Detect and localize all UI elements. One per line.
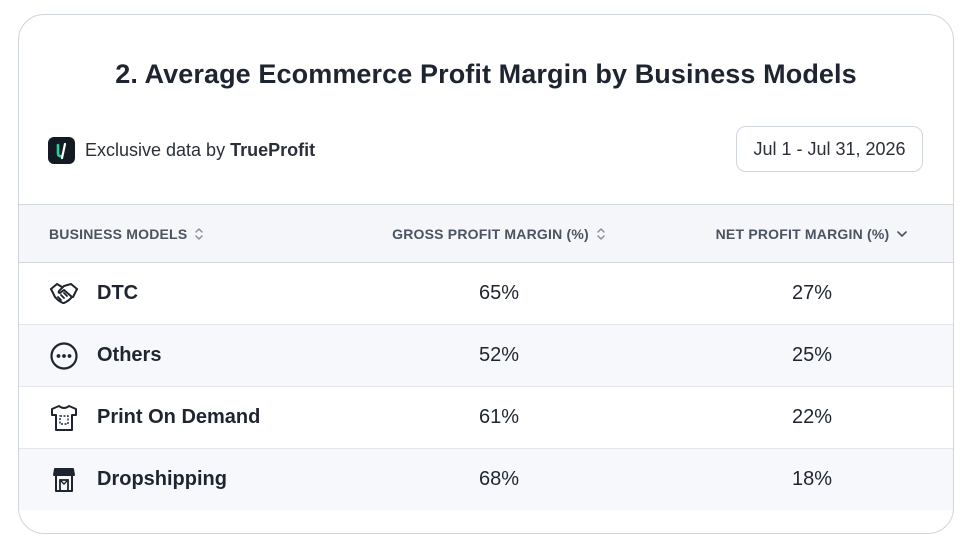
column-header-label: BUSINESS MODELS: [49, 225, 188, 242]
net-margin-value: 25%: [791, 344, 833, 366]
more-icon: [49, 341, 79, 371]
business-model-name: Others: [97, 344, 162, 366]
gross-margin-value: 52%: [478, 344, 520, 366]
trueprofit-logo-icon: [48, 137, 75, 164]
column-header-net-profit-margin[interactable]: NET PROFIT MARGIN (%): [669, 225, 953, 242]
gross-margin-value: 65%: [478, 282, 520, 304]
column-header-label: NET PROFIT MARGIN (%): [715, 225, 890, 242]
handshake-icon: [49, 279, 79, 309]
column-header-gross-profit-margin[interactable]: GROSS PROFIT MARGIN (%): [329, 226, 669, 242]
tshirt-icon: [49, 403, 79, 433]
table-row: Others 52% 25%: [19, 325, 953, 387]
profit-margin-card: 2. Average Ecommerce Profit Margin by Bu…: [18, 14, 954, 534]
table-row: DTC 65% 27%: [19, 263, 953, 325]
gross-margin-value: 61%: [478, 406, 520, 428]
table-row: Dropshipping 68% 18%: [19, 449, 953, 510]
sort-icon: [596, 227, 606, 241]
net-margin-value: 18%: [791, 468, 833, 490]
card-title: 2. Average Ecommerce Profit Margin by Bu…: [115, 59, 857, 89]
brand-name: TrueProfit: [230, 140, 316, 160]
business-model-name: Print On Demand: [97, 406, 261, 428]
business-models-table: BUSINESS MODELS GROSS PROFIT MARGIN (%) …: [19, 204, 953, 510]
net-margin-value: 22%: [791, 406, 833, 428]
business-model-name: DTC: [97, 282, 139, 304]
chevron-down-icon: [896, 229, 908, 239]
table-header: BUSINESS MODELS GROSS PROFIT MARGIN (%) …: [19, 204, 953, 263]
shop-icon: [49, 465, 79, 495]
date-range-button[interactable]: Jul 1 - Jul 31, 2026: [736, 126, 923, 172]
net-margin-value: 27%: [791, 282, 833, 304]
column-header-label: GROSS PROFIT MARGIN (%): [392, 225, 589, 242]
brand-attribution: Exclusive data by TrueProfit: [48, 137, 315, 164]
table-row: Print On Demand 61% 22%: [19, 387, 953, 449]
business-model-name: Dropshipping: [97, 468, 227, 490]
sort-icon: [194, 227, 204, 241]
column-header-business-models[interactable]: BUSINESS MODELS: [19, 226, 329, 242]
brand-prefix: Exclusive data by: [85, 140, 226, 160]
gross-margin-value: 68%: [478, 468, 520, 490]
